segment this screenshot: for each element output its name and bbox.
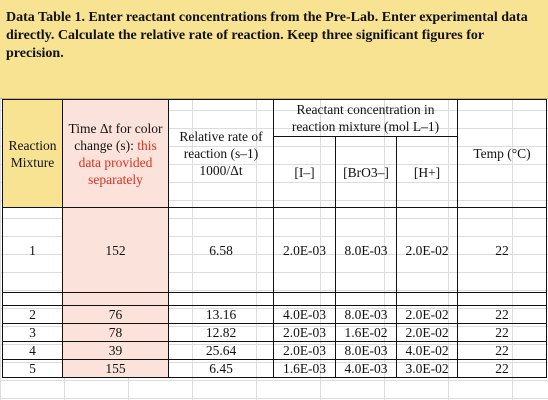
table-row: 3 78 12.82 2.0E-03 1.6E-02 2.0E-02 22 bbox=[2, 323, 548, 342]
cell-mixture[interactable]: 1 bbox=[2, 207, 63, 293]
spacer-cell[interactable] bbox=[62, 292, 169, 306]
spacer-cell[interactable] bbox=[335, 292, 397, 306]
cell-mixture[interactable]: 5 bbox=[2, 359, 63, 378]
cell-iodide[interactable]: 2.0E-03 bbox=[273, 323, 336, 342]
header-temp[interactable]: Temp (°C) bbox=[457, 99, 548, 208]
cell-iodide[interactable]: 4.0E-03 bbox=[273, 305, 336, 324]
cell-temp[interactable]: 22 bbox=[457, 207, 548, 293]
spacer-row bbox=[2, 292, 548, 306]
cell-iodide[interactable]: 2.0E-03 bbox=[273, 341, 336, 360]
header-hydrogen-label: [H+] bbox=[413, 164, 441, 180]
header-time-note: this data provided separately bbox=[78, 137, 157, 187]
spacer-cell[interactable] bbox=[395, 292, 459, 306]
cell-mixture[interactable]: 2 bbox=[2, 305, 63, 324]
cell-hydrogen[interactable]: 4.0E-02 bbox=[395, 341, 459, 360]
instructions-banner: Data Table 1. Enter reactant concentrati… bbox=[0, 0, 548, 99]
table-row: 1 152 6.58 2.0E-03 8.0E-03 2.0E-02 22 bbox=[2, 207, 548, 293]
cell-rate[interactable]: 25.64 bbox=[168, 341, 274, 360]
cell-mixture[interactable]: 4 bbox=[2, 341, 63, 360]
table-row: 2 76 13.16 4.0E-03 8.0E-03 2.0E-02 22 bbox=[2, 305, 548, 324]
cell-hydrogen[interactable]: 2.0E-02 bbox=[395, 207, 459, 293]
cell-iodide[interactable]: 1.6E-03 bbox=[273, 359, 336, 378]
spacer-cell[interactable] bbox=[273, 292, 336, 306]
cell-time[interactable]: 39 bbox=[62, 341, 169, 360]
spacer-cell[interactable] bbox=[2, 292, 63, 306]
header-reactant-concentration[interactable]: Reactant concentration in reaction mixtu… bbox=[272, 98, 459, 138]
cell-hydrogen[interactable]: 2.0E-02 bbox=[395, 323, 459, 342]
header-temp-label: Temp (°C) bbox=[473, 146, 531, 161]
cell-time[interactable]: 155 bbox=[62, 359, 169, 378]
data-table-1: Reaction Mixture Time Δt for color chang… bbox=[2, 98, 548, 378]
cell-time[interactable]: 78 bbox=[62, 323, 169, 342]
header-time[interactable]: Time Δt for color change (s): this data … bbox=[62, 99, 169, 208]
header-hydrogen[interactable]: [H+] bbox=[395, 136, 459, 208]
header-reaction-mixture[interactable]: Reaction Mixture bbox=[2, 99, 63, 208]
cell-bromate[interactable]: 1.6E-02 bbox=[335, 323, 397, 342]
cell-mixture[interactable]: 3 bbox=[2, 323, 63, 342]
cell-temp[interactable]: 22 bbox=[457, 359, 548, 378]
cell-bromate[interactable]: 8.0E-03 bbox=[335, 207, 397, 293]
spacer-cell[interactable] bbox=[168, 292, 274, 306]
table-row: 4 39 25.64 2.0E-03 8.0E-03 4.0E-02 22 bbox=[2, 341, 548, 360]
instructions-text: Data Table 1. Enter reactant concentrati… bbox=[6, 10, 528, 61]
cell-time[interactable]: 152 bbox=[62, 207, 169, 293]
cell-time[interactable]: 76 bbox=[62, 305, 169, 324]
cell-bromate[interactable]: 4.0E-03 bbox=[335, 359, 397, 378]
spacer-cell[interactable] bbox=[457, 292, 548, 306]
header-reaction-mixture-label: Reaction Mixture bbox=[8, 137, 57, 170]
cell-bromate[interactable]: 8.0E-03 bbox=[335, 305, 397, 324]
cell-hydrogen[interactable]: 3.0E-02 bbox=[395, 359, 459, 378]
cell-bromate[interactable]: 8.0E-03 bbox=[335, 341, 397, 360]
header-iodide-label: [I–] bbox=[294, 164, 315, 180]
cell-temp[interactable]: 22 bbox=[457, 305, 548, 324]
cell-rate[interactable]: 13.16 bbox=[168, 305, 274, 324]
header-time-label: Time Δt for color change (s): bbox=[68, 120, 163, 153]
cell-temp[interactable]: 22 bbox=[457, 323, 548, 342]
header-bromate-label: [BrO3–] bbox=[343, 164, 389, 180]
table-row: 5 155 6.45 1.6E-03 4.0E-03 3.0E-02 22 bbox=[2, 359, 548, 378]
header-bromate[interactable]: [BrO3–] bbox=[335, 136, 397, 208]
cell-rate[interactable]: 12.82 bbox=[168, 323, 274, 342]
header-row-sub: [I–] [BrO3–] [H+] bbox=[3, 136, 547, 208]
header-relative-rate-label: Relative rate of reaction (s–1) 1000/Δt bbox=[179, 129, 263, 178]
header-iodide[interactable]: [I–] bbox=[273, 136, 336, 208]
cell-iodide[interactable]: 2.0E-03 bbox=[273, 207, 336, 293]
header-relative-rate[interactable]: Relative rate of reaction (s–1) 1000/Δt bbox=[168, 99, 274, 208]
cell-rate[interactable]: 6.45 bbox=[168, 359, 274, 378]
cell-hydrogen[interactable]: 2.0E-02 bbox=[395, 305, 459, 324]
cell-temp[interactable]: 22 bbox=[457, 341, 548, 360]
header-reactant-concentration-label: Reactant concentration in reaction mixtu… bbox=[291, 102, 440, 135]
cell-rate[interactable]: 6.58 bbox=[168, 207, 274, 293]
header-row-top: Reaction Mixture Time Δt for color chang… bbox=[2, 98, 548, 208]
